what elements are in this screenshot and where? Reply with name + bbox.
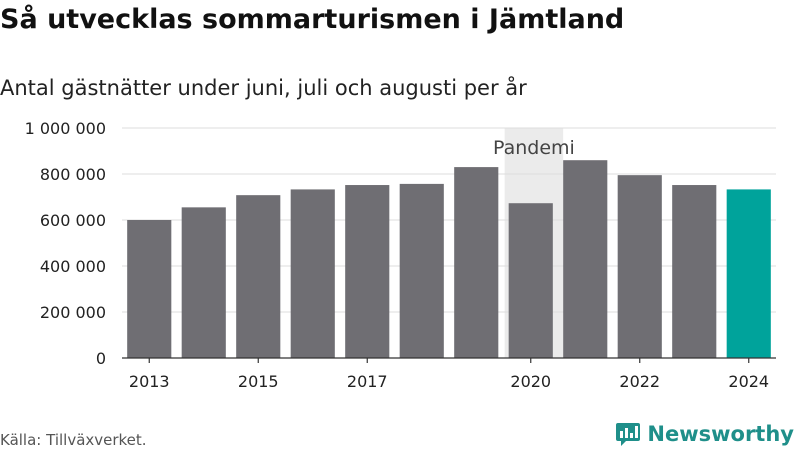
bar-2017 (345, 185, 390, 358)
bar-2020 (508, 203, 553, 358)
x-tick-label: 2020 (510, 372, 551, 391)
bar-2013 (127, 220, 172, 358)
bar-2019 (454, 167, 499, 358)
bar-2023 (672, 185, 717, 358)
y-tick-label: 0 (96, 349, 106, 368)
annotation-label: Pandemi (493, 137, 575, 159)
bar-2016 (290, 189, 335, 358)
brand-logo: Newsworthy (615, 420, 794, 448)
x-tick-label: 2017 (347, 372, 388, 391)
chart-title: Så utvecklas sommarturismen i Jämtland (0, 4, 625, 35)
chart-subtitle: Antal gästnätter under juni, juli och au… (0, 76, 527, 100)
newsworthy-logo-icon (616, 423, 641, 446)
brand-name: Newsworthy (647, 422, 794, 446)
bars (127, 160, 771, 358)
bar-2022 (617, 175, 662, 358)
y-tick-label: 800 000 (40, 165, 106, 184)
x-tick-label: 2024 (728, 372, 769, 391)
y-tick-label: 600 000 (40, 211, 106, 230)
bar-2021 (563, 160, 608, 358)
y-tick-label: 1 000 000 (25, 119, 106, 138)
y-tick-label: 400 000 (40, 257, 106, 276)
y-tick-label: 200 000 (40, 303, 106, 322)
axes (122, 357, 776, 363)
source-note: Källa: Tillväxverket. (0, 431, 147, 449)
x-tick-label: 2013 (129, 372, 170, 391)
x-tick-label: 2015 (238, 372, 279, 391)
bar-2018 (399, 183, 444, 358)
bar-2015 (236, 195, 281, 358)
bar-2014 (181, 207, 226, 358)
x-tick-label: 2022 (619, 372, 660, 391)
bar-2024 (726, 189, 771, 358)
tick-labels: 0 200 000 400 000 600 000 800 000 1 000 000 20… (25, 119, 770, 391)
gridlines (122, 127, 776, 313)
